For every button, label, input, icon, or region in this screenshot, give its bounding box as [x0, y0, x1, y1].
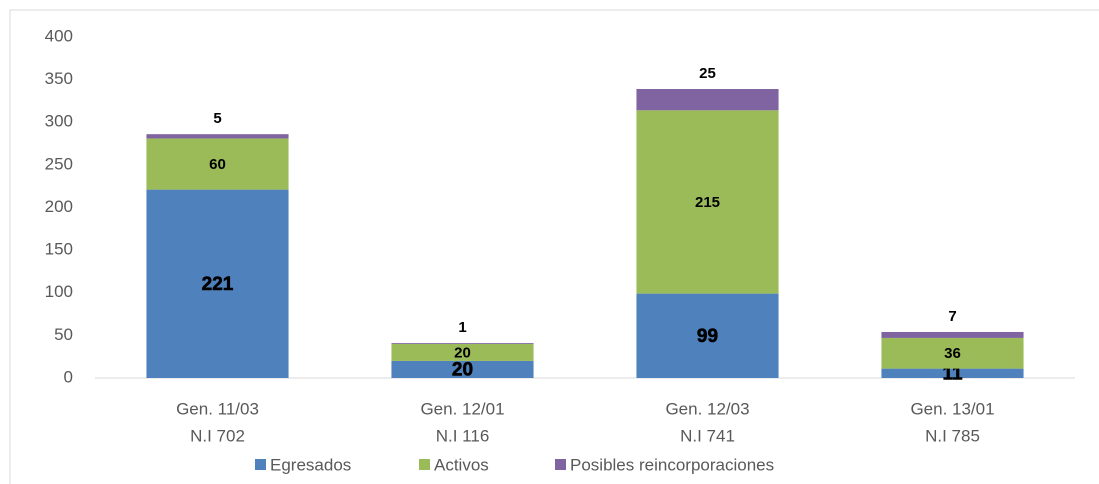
x-tick-label: Gen. 13/01 — [910, 399, 994, 418]
bar-segment — [636, 293, 779, 378]
bar-segment — [146, 134, 289, 139]
bar-segment — [881, 331, 1024, 338]
bar-segment — [881, 368, 1024, 378]
y-tick-label: 300 — [45, 112, 73, 131]
data-label: 7 — [948, 308, 956, 325]
legend-swatch — [419, 459, 430, 470]
x-tick-label: N.I 741 — [680, 426, 735, 445]
x-tick-label: Gen. 12/03 — [665, 399, 749, 418]
legend-swatch — [555, 459, 566, 470]
y-tick-label: 50 — [54, 325, 73, 344]
bar-segment — [146, 189, 289, 378]
y-tick-label: 400 — [45, 26, 73, 45]
bar-segment — [881, 337, 1024, 369]
data-label: 60 — [209, 156, 226, 173]
bar-segment — [146, 138, 289, 190]
data-label: 20 — [454, 344, 471, 361]
x-tick-label: N.I 702 — [190, 426, 245, 445]
data-label: 25 — [699, 65, 716, 82]
legend-label: Egresados — [270, 455, 351, 474]
bar-segment — [636, 110, 779, 294]
data-label: 1 — [458, 319, 466, 336]
data-label: 221 — [202, 274, 234, 295]
y-tick-label: 100 — [45, 282, 73, 301]
bar-segment — [391, 343, 534, 344]
data-label: 36 — [944, 345, 961, 362]
y-tick-label: 0 — [64, 367, 73, 386]
legend-swatch — [255, 459, 266, 470]
bar-segment — [636, 89, 779, 111]
data-label: 5 — [213, 110, 221, 127]
bar-segment — [391, 343, 534, 361]
y-tick-label: 150 — [45, 240, 73, 259]
x-tick-label: Gen. 12/01 — [420, 399, 504, 418]
x-tick-label: N.I 116 — [436, 426, 490, 445]
chart-frame — [9, 9, 1099, 484]
bar-segment — [391, 360, 534, 378]
data-label: 20 — [452, 359, 473, 380]
data-label: 99 — [697, 326, 718, 347]
data-label: 215 — [695, 194, 720, 211]
x-tick-label: N.I 785 — [925, 426, 980, 445]
x-tick-label: Gen. 11/03 — [176, 399, 259, 418]
legend-label: Activos — [434, 455, 489, 474]
legend-label: Posibles reincorporaciones — [570, 455, 774, 474]
y-tick-label: 250 — [45, 154, 73, 173]
y-tick-label: 200 — [45, 197, 73, 216]
y-tick-label: 350 — [45, 69, 73, 88]
